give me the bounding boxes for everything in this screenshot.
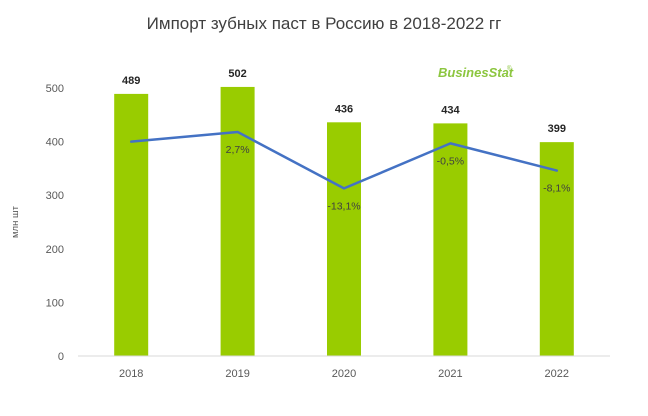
growth-percent-label: -13,1% bbox=[327, 200, 360, 212]
x-tick-label: 2021 bbox=[438, 368, 462, 380]
logo-text: BusinesStat bbox=[438, 65, 514, 80]
bar bbox=[433, 123, 468, 356]
bar-value-label: 399 bbox=[548, 123, 566, 135]
growth-line-path bbox=[129, 130, 559, 190]
businesstat-logo: BusinesStat ® bbox=[438, 65, 514, 80]
y-tick-label: 400 bbox=[46, 137, 64, 149]
chart-title: Импорт зубных паст в Россию в 2018-2022 … bbox=[146, 14, 502, 33]
x-tick-label: 2018 bbox=[119, 368, 143, 380]
growth-percent-label: -0,5% bbox=[437, 155, 464, 167]
growth-line bbox=[129, 130, 559, 190]
x-axis: 2018 2019 2020 2021 2022 bbox=[78, 355, 610, 380]
bar-value-label: 436 bbox=[335, 103, 353, 115]
bars bbox=[114, 86, 574, 357]
growth-percent-label: 2,7% bbox=[226, 144, 250, 156]
y-tick-label: 300 bbox=[46, 190, 64, 202]
bar-value-label: 434 bbox=[441, 104, 460, 116]
y-tick-label: 0 bbox=[58, 351, 64, 363]
bar bbox=[327, 122, 361, 356]
x-tick-label: 2019 bbox=[225, 368, 249, 380]
x-tick-label: 2022 bbox=[545, 368, 569, 380]
y-tick-label: 200 bbox=[46, 244, 64, 256]
y-axis-title: млн шт bbox=[10, 205, 21, 238]
bar-value-label: 489 bbox=[122, 75, 140, 87]
bar-value-label: 502 bbox=[228, 68, 246, 80]
growth-percent-label: -8,1% bbox=[543, 183, 570, 195]
bar bbox=[220, 86, 255, 356]
y-axis: 0 100 200 300 400 500 млн шт bbox=[10, 83, 64, 363]
y-tick-label: 500 bbox=[46, 83, 64, 95]
bar bbox=[539, 142, 574, 356]
logo-registered-mark: ® bbox=[507, 65, 512, 72]
data-labels: 489 502 436 434 399 2,7% -13,1% -0,5% -8,1% bbox=[122, 68, 570, 212]
y-tick-label: 100 bbox=[46, 297, 64, 309]
x-tick-label: 2020 bbox=[332, 368, 356, 380]
bar bbox=[114, 93, 149, 357]
